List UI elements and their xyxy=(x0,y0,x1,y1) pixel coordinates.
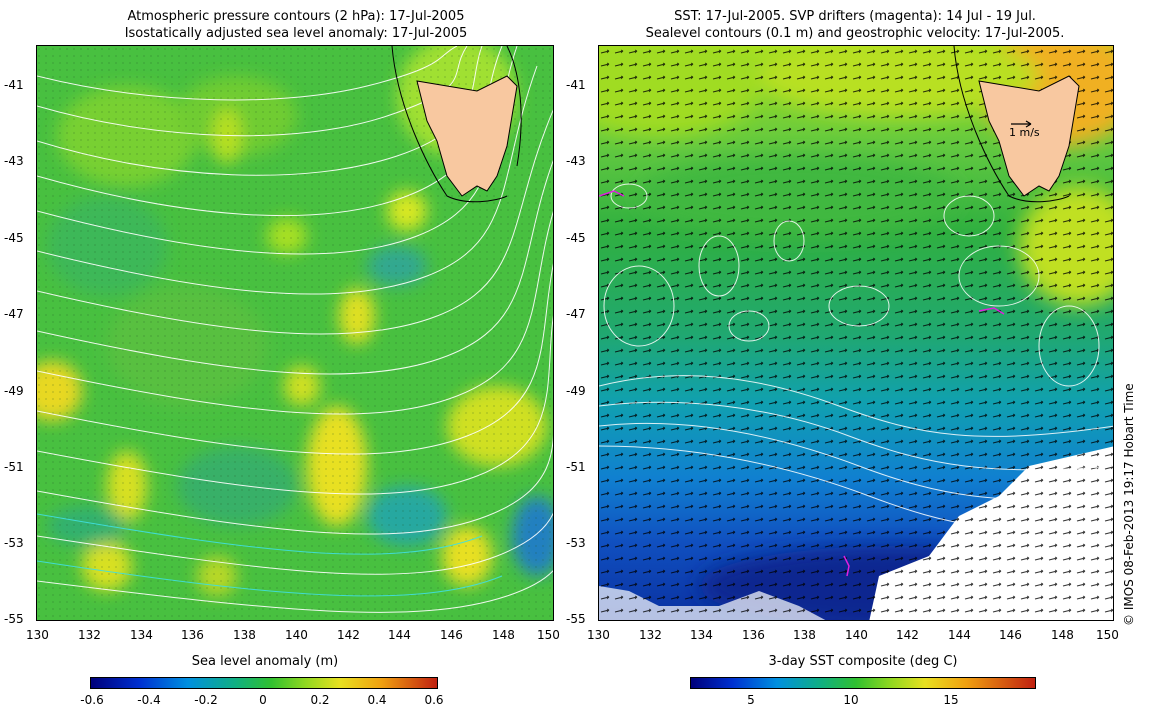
right-x-tick: 146 xyxy=(999,628,1022,642)
right-x-tick: 148 xyxy=(1051,628,1074,642)
sst-map: 1 m/s xyxy=(598,45,1114,621)
left-x-tick: 150 xyxy=(537,628,560,642)
right-y-tick: -51 xyxy=(566,460,586,474)
right-y-tick: -47 xyxy=(566,307,586,321)
left-title-line1: Atmospheric pressure contours (2 hPa): 1… xyxy=(127,9,465,24)
left-x-tick: 144 xyxy=(388,628,411,642)
left-cb-tick: -0.2 xyxy=(194,693,218,707)
right-colorbar-title: 3-day SST composite (deg C) xyxy=(768,654,958,669)
right-y-tick: -45 xyxy=(566,231,586,245)
right-x-tick: 130 xyxy=(587,628,610,642)
left-cb-tick: -0.4 xyxy=(137,693,161,707)
left-colorbar-title: Sea level anomaly (m) xyxy=(191,654,339,669)
right-x-tick: 150 xyxy=(1096,628,1119,642)
sst-colorbar xyxy=(690,677,1036,689)
left-x-tick: 130 xyxy=(26,628,49,642)
right-title-line1: SST: 17-Jul-2005. SVP drifters (magenta)… xyxy=(674,9,1036,24)
left-cb-tick: 0.2 xyxy=(310,693,330,707)
right-y-tick: -53 xyxy=(566,536,586,550)
left-cb-tick: 0 xyxy=(259,693,267,707)
left-map-title: Atmospheric pressure contours (2 hPa): 1… xyxy=(36,8,556,42)
right-title-line2: Sealevel contours (0.1 m) and geostrophi… xyxy=(645,26,1065,41)
right-y-tick: -49 xyxy=(566,384,586,398)
left-cb-tick: 0.6 xyxy=(424,693,444,707)
left-y-tick: -53 xyxy=(4,536,24,550)
left-y-tick: -51 xyxy=(4,460,24,474)
right-x-tick: 144 xyxy=(948,628,971,642)
svp-drifter-tracks xyxy=(599,190,1005,577)
left-x-tick: 134 xyxy=(130,628,153,642)
right-x-tick: 140 xyxy=(845,628,868,642)
velocity-scale-arrow xyxy=(1011,120,1032,128)
right-y-tick: -41 xyxy=(566,78,586,92)
left-x-tick: 146 xyxy=(440,628,463,642)
left-x-tick: 142 xyxy=(337,628,360,642)
left-cb-tick: 0.4 xyxy=(367,693,387,707)
left-x-tick: 132 xyxy=(78,628,101,642)
left-y-tick: -49 xyxy=(4,384,24,398)
right-map-title: SST: 17-Jul-2005. SVP drifters (magenta)… xyxy=(590,8,1120,42)
tasmania-landmass xyxy=(416,75,518,197)
imos-credit: © IMOS 08-Feb-2013 19:17 Hobart Time xyxy=(1122,383,1136,626)
right-cb-tick: 10 xyxy=(843,693,859,707)
left-y-tick: -41 xyxy=(4,78,24,92)
left-x-tick: 148 xyxy=(492,628,515,642)
sea-level-colorbar xyxy=(90,677,438,689)
velocity-scale-label: 1 m/s xyxy=(1009,126,1040,139)
right-cb-tick: 5 xyxy=(747,693,755,707)
left-y-tick: -45 xyxy=(4,231,24,245)
tasmania-landmass xyxy=(978,75,1080,197)
right-y-tick: -43 xyxy=(566,154,586,168)
right-cb-tick: 15 xyxy=(943,693,959,707)
right-y-tick: -55 xyxy=(566,612,586,626)
left-cb-tick: -0.6 xyxy=(80,693,104,707)
right-x-tick: 138 xyxy=(793,628,816,642)
right-x-tick: 136 xyxy=(742,628,765,642)
left-y-tick: -43 xyxy=(4,154,24,168)
left-y-tick: -47 xyxy=(4,307,24,321)
left-x-tick: 138 xyxy=(233,628,256,642)
sea-level-anomaly-map xyxy=(36,45,554,621)
left-y-tick: -55 xyxy=(4,612,24,626)
left-title-line2: Isostatically adjusted sea level anomaly… xyxy=(124,26,468,41)
right-x-tick: 134 xyxy=(690,628,713,642)
left-x-tick: 140 xyxy=(285,628,308,642)
right-x-tick: 132 xyxy=(639,628,662,642)
left-x-tick: 136 xyxy=(181,628,204,642)
right-x-tick: 142 xyxy=(896,628,919,642)
